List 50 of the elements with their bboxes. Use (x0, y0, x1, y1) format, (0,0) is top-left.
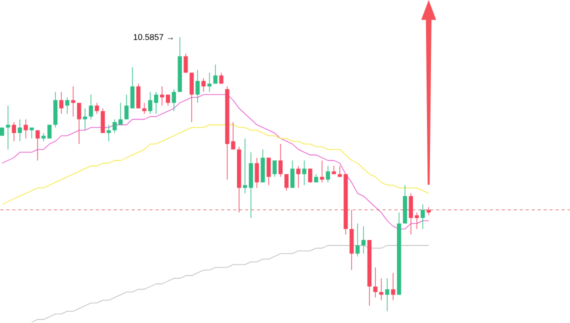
candlestick (172, 89, 176, 112)
candlestick (242, 138, 248, 194)
candlestick (36, 130, 40, 161)
candlestick (278, 144, 283, 178)
candlestick (94, 102, 99, 114)
candlestick (24, 119, 28, 140)
candlestick (124, 94, 129, 120)
candlestick (290, 160, 294, 188)
candlestick (408, 193, 413, 236)
candlestick (190, 72, 194, 123)
candlestick (272, 160, 277, 178)
candlestick (420, 204, 425, 230)
candlestick (142, 102, 146, 114)
candlestick (184, 53, 188, 74)
candlestick (136, 84, 140, 109)
candlestick (254, 158, 259, 188)
candlestick (207, 72, 212, 92)
candlestick (201, 78, 206, 92)
candlestick (213, 64, 218, 84)
candlestick (308, 168, 312, 183)
candlestick (106, 124, 111, 142)
candlestick (160, 86, 164, 106)
candlestick (361, 226, 366, 254)
candlestick (71, 86, 76, 118)
candlestick (296, 166, 300, 188)
candlestick (112, 119, 117, 134)
candlestick (166, 94, 170, 106)
candlestick (326, 166, 330, 183)
candlestick (302, 160, 306, 186)
candlestick (12, 122, 16, 142)
candlestick (266, 158, 271, 186)
candlestick (391, 272, 396, 301)
candlestick (373, 267, 378, 298)
candlestick (59, 92, 64, 114)
candlestick (77, 102, 82, 145)
candlestick (100, 108, 105, 134)
candlestick (88, 94, 94, 120)
candlestick (385, 278, 390, 312)
candlestick (379, 278, 384, 301)
candlestick (196, 70, 200, 104)
candlestick (356, 223, 360, 257)
candlestick (284, 174, 289, 192)
candlestick (130, 67, 135, 109)
candlestick (82, 108, 88, 131)
candlestick (30, 127, 34, 140)
candlestick (65, 97, 70, 114)
candlestick (18, 119, 22, 142)
annotation: 10.5857 → (134, 34, 173, 40)
candlestick (47, 124, 52, 140)
candlestick (118, 102, 123, 126)
